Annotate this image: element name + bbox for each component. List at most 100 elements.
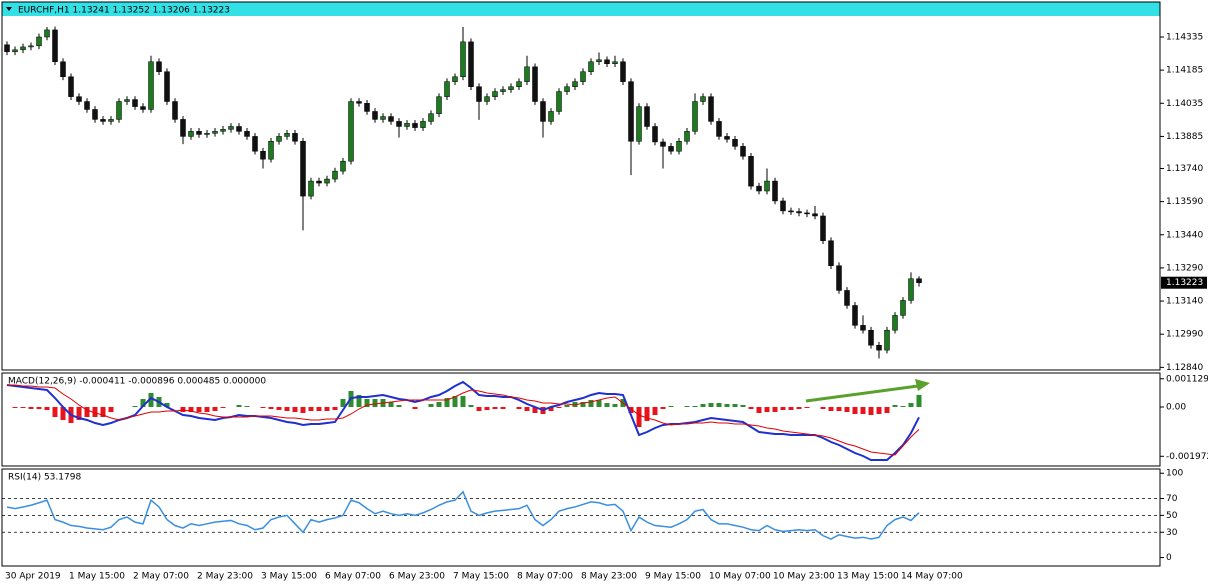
candle-body bbox=[116, 101, 122, 120]
macd-histogram-bar bbox=[636, 407, 642, 427]
candle-body bbox=[212, 131, 218, 134]
macd-histogram-bar bbox=[468, 405, 474, 407]
macd-histogram-bar bbox=[596, 400, 602, 407]
y-tick-label: 1.12990 bbox=[1166, 330, 1203, 340]
macd-histogram-bar bbox=[188, 407, 194, 412]
candle-body bbox=[604, 59, 610, 64]
macd-histogram-bar bbox=[668, 406, 674, 407]
candle-body bbox=[500, 89, 506, 92]
macd-histogram-bar bbox=[892, 405, 898, 407]
macd-histogram-bar bbox=[292, 407, 298, 412]
macd-histogram-bar bbox=[868, 407, 874, 415]
macd-histogram-bar bbox=[716, 403, 722, 407]
candle-body bbox=[460, 41, 466, 78]
rsi-panel bbox=[1, 468, 1161, 567]
rsi-title: RSI(14) 53.1798 bbox=[8, 473, 81, 483]
candle-body bbox=[12, 49, 18, 53]
y-tick-label: 1.12840 bbox=[1166, 363, 1203, 373]
macd-histogram-bar bbox=[20, 407, 26, 408]
y-tick-label: 30 bbox=[1166, 528, 1178, 538]
macd-histogram-bar bbox=[844, 407, 850, 412]
macd-histogram-bar bbox=[92, 407, 98, 417]
macd-histogram-bar bbox=[164, 403, 170, 407]
macd-histogram-bar bbox=[268, 407, 274, 409]
candle-body bbox=[140, 106, 146, 110]
y-tick-label: 1.14035 bbox=[1166, 99, 1203, 109]
x-tick-label: 13 May 15:00 bbox=[837, 572, 899, 582]
candle-body bbox=[220, 129, 226, 132]
macd-histogram-bar bbox=[436, 402, 442, 407]
macd-histogram-bar bbox=[772, 407, 778, 412]
candle-body bbox=[76, 96, 82, 102]
candle-body bbox=[36, 36, 42, 47]
candle-body bbox=[820, 215, 826, 241]
candle-body bbox=[172, 101, 178, 120]
price-panel bbox=[1, 1, 1161, 371]
candle-body bbox=[356, 101, 362, 104]
candle-body bbox=[652, 126, 658, 143]
macd-histogram-bar bbox=[452, 396, 458, 407]
candle-body bbox=[444, 81, 450, 97]
x-tick-label: 8 May 07:00 bbox=[517, 572, 573, 582]
macd-histogram-bar bbox=[340, 399, 346, 407]
candle-body bbox=[52, 29, 58, 62]
candle-body bbox=[68, 76, 74, 97]
macd-histogram-bar bbox=[556, 407, 562, 408]
macd-histogram-bar bbox=[204, 407, 210, 412]
candle-body bbox=[772, 180, 778, 202]
macd-histogram-bar bbox=[372, 399, 378, 407]
candle-body bbox=[700, 96, 706, 102]
y-tick-label: 1.14185 bbox=[1166, 66, 1203, 76]
macd-histogram-bar bbox=[28, 407, 34, 409]
candle-body bbox=[836, 265, 842, 291]
candle-body bbox=[556, 91, 562, 112]
candle-body bbox=[668, 146, 674, 152]
candle-body bbox=[524, 66, 530, 82]
candle-body bbox=[636, 106, 642, 142]
candle-body bbox=[900, 300, 906, 316]
macd-histogram-bar bbox=[804, 407, 810, 408]
x-tick-label: 6 May 23:00 bbox=[389, 572, 445, 582]
candle-body bbox=[828, 240, 834, 266]
y-tick-label: 0.00 bbox=[1166, 403, 1186, 413]
candle-body bbox=[156, 61, 162, 72]
candle-body bbox=[228, 126, 234, 130]
header-bar bbox=[2, 2, 1160, 16]
price-tag-label: 1.13223 bbox=[1166, 278, 1203, 288]
candle-body bbox=[84, 101, 90, 110]
macd-histogram-bar bbox=[396, 405, 402, 407]
macd-title: MACD(12,26,9) -0.000411 -0.000896 0.0004… bbox=[8, 377, 266, 387]
macd-histogram-bar bbox=[908, 403, 914, 407]
macd-histogram-bar bbox=[628, 407, 634, 413]
candle-body bbox=[244, 131, 250, 137]
macd-histogram-bar bbox=[748, 407, 754, 409]
candle-body bbox=[252, 136, 258, 152]
candle-body bbox=[620, 61, 626, 82]
macd-histogram-bar bbox=[644, 407, 650, 421]
y-tick-label: 1.13885 bbox=[1166, 132, 1203, 142]
macd-histogram-bar bbox=[516, 407, 522, 409]
macd-histogram-bar bbox=[756, 407, 762, 413]
y-tick-label: 1.13740 bbox=[1166, 164, 1203, 174]
candle-body bbox=[404, 123, 410, 127]
candle-body bbox=[388, 116, 394, 122]
header-arrow[interactable] bbox=[6, 7, 12, 11]
candle-body bbox=[92, 109, 98, 120]
candle-body bbox=[852, 305, 858, 326]
candle-body bbox=[364, 103, 370, 112]
macd-histogram-bar bbox=[444, 398, 450, 407]
macd-histogram-bar bbox=[692, 406, 698, 407]
candle-body bbox=[132, 99, 138, 107]
candle-body bbox=[300, 141, 306, 197]
candle-body bbox=[812, 213, 818, 217]
x-tick-label: 30 Apr 2019 bbox=[5, 572, 61, 582]
candle-body bbox=[548, 111, 554, 122]
macd-histogram-bar bbox=[860, 407, 866, 414]
macd-histogram-bar bbox=[828, 407, 834, 411]
candle-body bbox=[396, 121, 402, 127]
candle-body bbox=[44, 29, 50, 38]
candle-body bbox=[916, 278, 922, 283]
candle-body bbox=[748, 156, 754, 187]
